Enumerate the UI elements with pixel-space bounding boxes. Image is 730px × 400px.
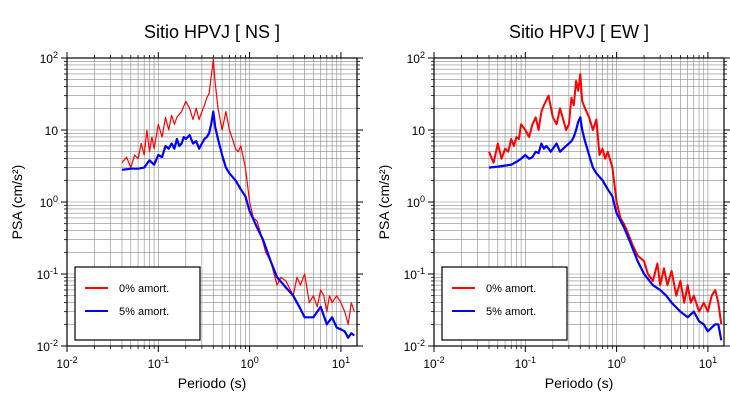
x-tick-label-base: 10 xyxy=(699,357,713,371)
y-tick-label: 10 xyxy=(412,124,426,138)
x-tick-label-base: 10 xyxy=(607,357,621,371)
y-tick-label-exp: 2 xyxy=(420,50,425,60)
y-tick-label-base: 10 xyxy=(407,196,421,210)
x-tick-label: 10-2 xyxy=(423,355,444,371)
x-tick-label-exp: 1 xyxy=(345,355,350,365)
y-tick-label-exp: -2 xyxy=(50,338,58,348)
x-tick-label: 100 xyxy=(607,355,625,371)
y-tick-label-exp: -2 xyxy=(417,338,425,348)
series-line-damped xyxy=(488,116,723,341)
x-tick-label: 10-1 xyxy=(148,355,169,371)
x-tick-label-base: 10 xyxy=(332,357,346,371)
y-tick-label-exp: -1 xyxy=(417,266,425,276)
grid xyxy=(67,58,357,346)
x-tick-label: 10-1 xyxy=(515,355,536,371)
legend-label: 0% amort. xyxy=(486,283,536,295)
series-line-undamped xyxy=(488,73,723,325)
minor-ticks xyxy=(428,52,730,352)
legend-label: 5% amort. xyxy=(486,306,536,318)
y-tick-label-exp: 0 xyxy=(53,194,58,204)
y-tick-label: 10-2 xyxy=(404,338,425,354)
x-tick-label-exp: -1 xyxy=(161,355,169,365)
x-tick-label-exp: -1 xyxy=(528,355,536,365)
legend-label: 0% amort. xyxy=(119,283,169,295)
plot-frame xyxy=(433,57,725,347)
legend-label: 5% amort. xyxy=(119,306,169,318)
y-tick-label: 100 xyxy=(407,194,425,210)
y-tick-label: 10 xyxy=(45,124,59,138)
x-tick-label-base: 10 xyxy=(240,357,254,371)
x-tick-label: 10-2 xyxy=(56,355,77,371)
x-axis-label: Periodo (s) xyxy=(545,375,613,391)
x-axis-label: Periodo (s) xyxy=(178,375,246,391)
y-tick-label-base: 10 xyxy=(407,52,421,66)
y-tick-label-base: 10 xyxy=(40,52,54,66)
chart-title: Sitio HPVJ [ EW ] xyxy=(509,22,649,42)
plot-frame xyxy=(66,57,358,347)
y-tick-label-base: 10 xyxy=(45,124,59,138)
x-tick-label-base: 10 xyxy=(56,357,70,371)
x-tick-label: 100 xyxy=(240,355,258,371)
x-tick-label: 101 xyxy=(332,355,350,371)
chart-title: Sitio HPVJ [ NS ] xyxy=(144,22,280,42)
x-tick-label-base: 10 xyxy=(423,357,437,371)
y-tick-label-base: 10 xyxy=(40,196,54,210)
y-tick-label: 10-1 xyxy=(404,266,425,282)
y-tick-label: 10-1 xyxy=(37,266,58,282)
x-tick-label-exp: 0 xyxy=(254,355,259,365)
y-axis-label: PSA (cm/s²) xyxy=(9,165,25,240)
y-tick-label-base: 10 xyxy=(412,124,426,138)
y-tick-label-exp: 2 xyxy=(53,50,58,60)
legend-box xyxy=(74,266,201,341)
legend: 0% amort. 5% amort. xyxy=(74,266,201,341)
x-tick-label: 101 xyxy=(699,355,717,371)
y-tick-label: 100 xyxy=(40,194,58,210)
series-line-damped xyxy=(121,110,355,339)
legend: 0% amort. 5% amort. xyxy=(441,266,568,341)
legend-box xyxy=(441,266,568,341)
y-tick-label: 102 xyxy=(40,50,58,66)
y-tick-label-exp: 0 xyxy=(420,194,425,204)
y-tick-label-exp: -1 xyxy=(50,266,58,276)
y-tick-label: 102 xyxy=(407,50,425,66)
y-tick-label-base: 10 xyxy=(37,268,51,282)
x-tick-label-exp: -2 xyxy=(437,355,445,365)
y-tick-label-base: 10 xyxy=(404,268,418,282)
y-tick-label-base: 10 xyxy=(404,340,418,354)
x-tick-label-base: 10 xyxy=(515,357,529,371)
y-tick-label-base: 10 xyxy=(37,340,51,354)
y-axis-label: PSA (cm/s²) xyxy=(376,165,392,240)
x-tick-label-exp: 1 xyxy=(712,355,717,365)
x-tick-label-exp: -2 xyxy=(70,355,78,365)
x-tick-label-base: 10 xyxy=(148,357,162,371)
y-tick-label: 10-2 xyxy=(37,338,58,354)
series-line-undamped xyxy=(121,59,355,325)
x-tick-label-exp: 0 xyxy=(621,355,626,365)
